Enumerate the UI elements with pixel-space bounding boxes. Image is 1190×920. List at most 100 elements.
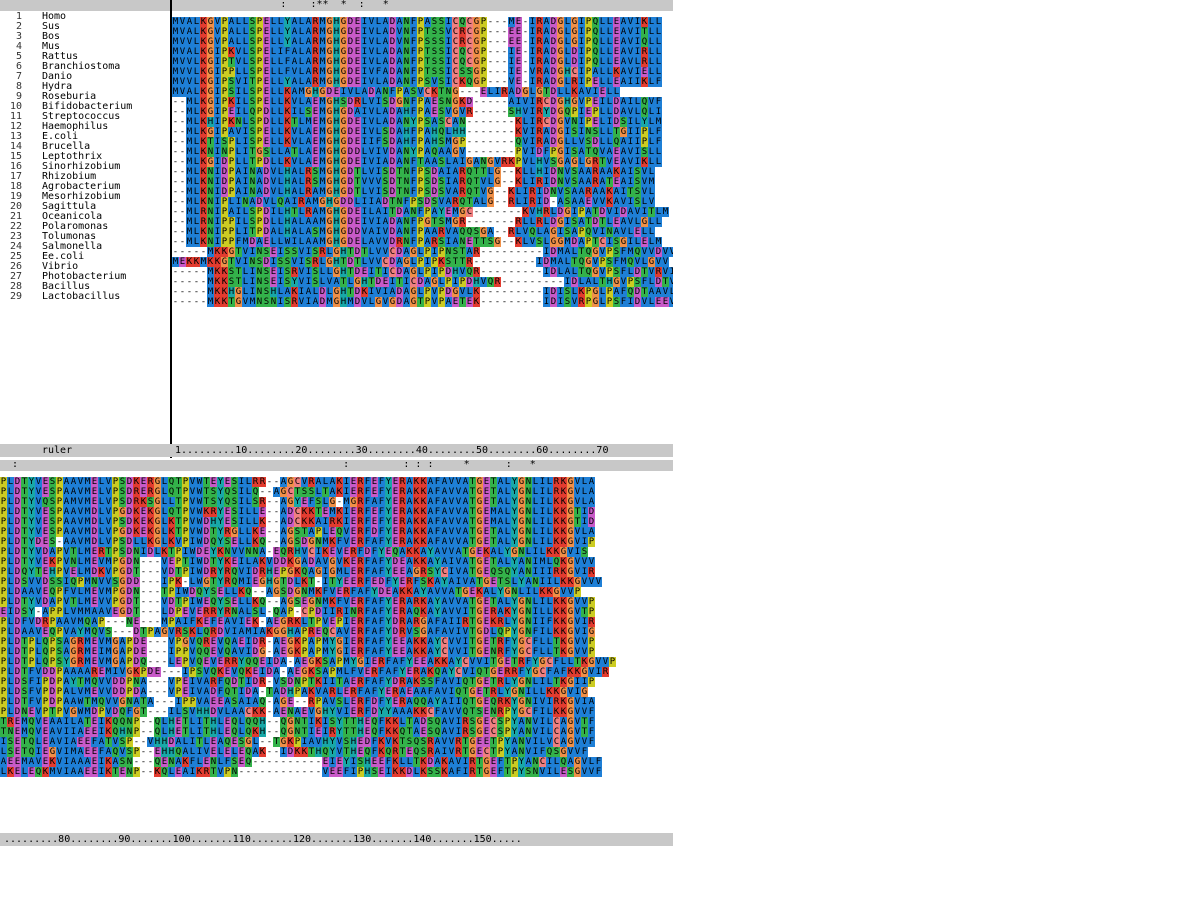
- sequence-name-row[interactable]: 15 Leptothrix: [0, 152, 170, 162]
- sequence-name-row[interactable]: 28 Bacillus: [0, 282, 170, 292]
- sequence-index: 22: [9, 221, 22, 232]
- sequence-name-row[interactable]: 1 Homo: [0, 12, 170, 22]
- sequence-name-row[interactable]: 6 Branchiostoma: [0, 62, 170, 72]
- sequence-names-pane: 1 Homo 2 Sus 3 Bos 4 Mus 5 Rattus 6 Branchiostoma 7 D…: [0, 0, 170, 458]
- sequence-name-row[interactable]: 10 Bifidobacterium: [0, 102, 170, 112]
- pane-divider[interactable]: [170, 0, 172, 458]
- sequence-name-row[interactable]: 16 Sinorhizobium: [0, 162, 170, 172]
- conservation-marks-bottom: : : : : : * : *: [0, 460, 536, 470]
- sequence-name-row[interactable]: 11 Streptococcus: [0, 112, 170, 122]
- sequence-name-row[interactable]: 2 Sus: [0, 22, 170, 32]
- sequence-index: 1: [15, 11, 22, 22]
- sequence-name-row[interactable]: 23 Tolumonas: [0, 232, 170, 242]
- sequence-name-row[interactable]: 19 Mesorhizobium: [0, 192, 170, 202]
- sequence-name-row[interactable]: 12 Haemophilus: [0, 122, 170, 132]
- names-header-bar: [0, 0, 170, 11]
- sequence-name-row[interactable]: 25 Ee.coli: [0, 252, 170, 262]
- sequence-name-row[interactable]: 4 Mus: [0, 42, 170, 52]
- sequence-index: 20: [9, 201, 22, 212]
- sequence-name-row[interactable]: 21 Oceanicola: [0, 212, 170, 222]
- conservation-bar-top: : :** * : *: [172, 0, 673, 11]
- sequence-name-row[interactable]: 26 Vibrio: [0, 262, 170, 272]
- sequence-name-row[interactable]: 5 Rattus: [0, 52, 170, 62]
- sequence-name-row[interactable]: 17 Rhizobium: [0, 172, 170, 182]
- sequence-name: Branchiostoma: [42, 61, 121, 72]
- sequence-name-row[interactable]: 3 Bos: [0, 32, 170, 42]
- sequence-name-row[interactable]: 8 Hydra: [0, 82, 170, 92]
- sequence-name-row[interactable]: 27 Photobacterium: [0, 272, 170, 282]
- sequence-name-row[interactable]: 9 Roseburia: [0, 92, 170, 102]
- sequence-name-row[interactable]: 18 Agrobacterium: [0, 182, 170, 192]
- sequence-name: Danio: [42, 71, 73, 82]
- sequence-name-row[interactable]: 29 Lactobacillus: [0, 292, 170, 302]
- sequence-name-row[interactable]: 13 E.coli: [0, 132, 170, 142]
- conservation-marks-top: : :** * : *: [172, 0, 594, 10]
- sequence-name-row[interactable]: 14 Brucella: [0, 142, 170, 152]
- sequence-name-row[interactable]: 20 Sagittula: [0, 202, 170, 212]
- sequence-name-row[interactable]: 22 Polaromonas: [0, 222, 170, 232]
- sequence-name-row[interactable]: 24 Salmonella: [0, 242, 170, 252]
- sequence-name-row[interactable]: 7 Danio: [0, 72, 170, 82]
